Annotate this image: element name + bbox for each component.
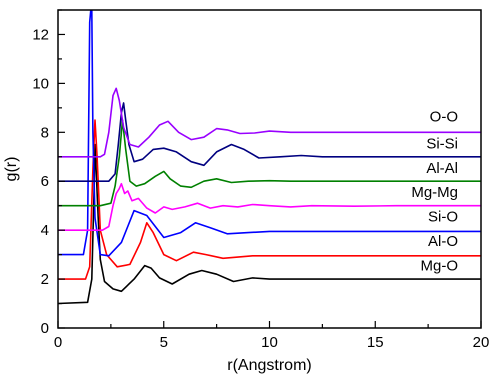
series-line-al-al: [58, 119, 481, 207]
y-axis-title: g(r): [3, 157, 20, 182]
series-label-mg-mg: Mg-Mg: [411, 184, 458, 201]
series-line-mg-mg: [58, 182, 481, 231]
plot-frame: [57, 9, 482, 329]
series-label-si-o: Si-O: [428, 209, 458, 226]
series-label-o-o: O-O: [430, 108, 458, 125]
series-label-si-si: Si-Si: [426, 135, 458, 152]
y-tick-label: 10: [32, 75, 49, 92]
x-axis: 0 5 10 15 20: [54, 321, 490, 351]
x-tick-label: 20: [473, 334, 490, 351]
series-labels: Mg-O Al-O Si-O Mg-Mg Al-Al Si-Si O-O: [411, 108, 458, 274]
y-tick-label: 8: [41, 124, 49, 141]
x-axis-title: r(Angstrom): [227, 357, 311, 374]
series-label-al-o: Al-O: [428, 233, 458, 250]
y-tick-label: 0: [41, 320, 49, 337]
y-tick-label: 6: [41, 173, 49, 190]
series-line-al-o: [58, 119, 481, 280]
y-tick-label: 4: [41, 222, 49, 239]
series-label-al-al: Al-Al: [426, 160, 458, 177]
x-tick-label: 10: [261, 334, 278, 351]
y-tick-label: 12: [32, 26, 49, 43]
series-layer: [58, 10, 481, 305]
x-tick-label: 0: [54, 334, 62, 351]
y-tick-label: 2: [41, 271, 49, 288]
series-label-mg-o: Mg-O: [421, 258, 459, 275]
x-tick-label: 5: [160, 334, 168, 351]
y-axis: 0 2 4 6 8 10 12: [32, 9, 65, 337]
series-line-si-o: [58, 10, 481, 257]
series-line-o-o: [58, 87, 481, 158]
series-line-mg-o: [58, 143, 481, 305]
x-tick-label: 15: [367, 334, 384, 351]
